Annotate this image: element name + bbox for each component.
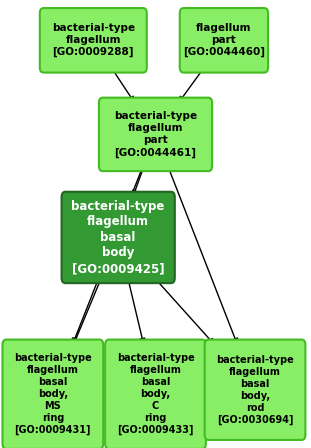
FancyBboxPatch shape <box>40 8 147 73</box>
Text: bacterial-type
flagellum
[GO:0009288]: bacterial-type flagellum [GO:0009288] <box>52 23 135 57</box>
Text: bacterial-type
flagellum
basal
body,
C
ring
[GO:0009433]: bacterial-type flagellum basal body, C r… <box>117 353 194 435</box>
FancyBboxPatch shape <box>99 98 212 171</box>
FancyBboxPatch shape <box>105 340 206 448</box>
Text: flagellum
part
[GO:0044460]: flagellum part [GO:0044460] <box>183 23 265 57</box>
FancyBboxPatch shape <box>180 8 268 73</box>
FancyBboxPatch shape <box>2 340 103 448</box>
Text: bacterial-type
flagellum
basal
body,
rod
[GO:0030694]: bacterial-type flagellum basal body, rod… <box>216 355 294 425</box>
Text: bacterial-type
flagellum
basal
body,
MS
ring
[GO:0009431]: bacterial-type flagellum basal body, MS … <box>14 353 92 435</box>
Text: bacterial-type
flagellum
basal
body
[GO:0009425]: bacterial-type flagellum basal body [GO:… <box>72 200 165 275</box>
Text: bacterial-type
flagellum
part
[GO:0044461]: bacterial-type flagellum part [GO:004446… <box>114 111 197 158</box>
FancyBboxPatch shape <box>62 192 175 283</box>
FancyBboxPatch shape <box>205 340 305 440</box>
